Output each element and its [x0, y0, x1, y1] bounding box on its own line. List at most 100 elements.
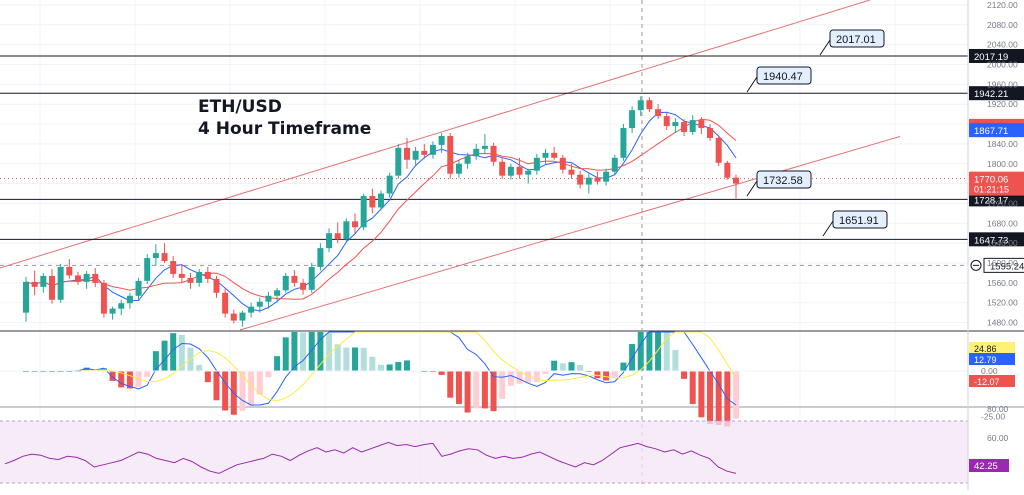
candle-body: [646, 100, 653, 110]
macd-histogram-bar: [655, 332, 662, 371]
macd-badge: [969, 375, 1015, 387]
macd-histogram-bar: [516, 371, 523, 384]
macd-histogram-bar: [334, 344, 341, 371]
candle-body: [681, 122, 688, 132]
candle-body: [499, 161, 506, 176]
macd-histogram-bar: [204, 371, 211, 383]
macd-histogram-bar: [447, 371, 454, 398]
macd-tick-label: 0.00: [981, 366, 998, 376]
rsi-line: [4, 441, 737, 474]
candle-body: [178, 273, 185, 278]
level-badge-label: 1942.21: [974, 89, 1008, 100]
candle-body: [707, 128, 714, 138]
chart-title: ETH/USD 4 Hour Timeframe: [198, 96, 371, 140]
price-tick-label: 2000.00: [987, 60, 1018, 70]
candle-body: [274, 290, 281, 296]
candle-body: [585, 177, 592, 185]
price-tick-label: 1680.00: [987, 218, 1018, 228]
candle-body: [317, 248, 324, 267]
macd-histogram-bar: [490, 371, 497, 412]
macd-histogram-bar: [256, 371, 263, 395]
channel-lower-line: [239, 135, 901, 331]
level-badge-label: 1647.73: [974, 235, 1008, 246]
candle-body: [438, 135, 445, 145]
macd-histogram-bar: [109, 371, 116, 381]
macd-histogram-bar: [646, 332, 653, 371]
macd-histogram-bar: [386, 364, 393, 371]
macd-histogram-bar: [378, 364, 384, 371]
price-tick-label: 1600.00: [987, 258, 1018, 268]
candle-body: [213, 278, 220, 293]
macd-histogram-bar: [707, 371, 714, 424]
macd-histogram-bar: [594, 371, 601, 379]
candle-body: [256, 301, 263, 307]
callout-box: [756, 170, 812, 189]
macd-histogram-bar: [473, 371, 480, 409]
macd-histogram-bar: [161, 340, 168, 371]
macd-histogram-bar: [144, 371, 151, 377]
candle-body: [611, 157, 618, 172]
price-tick-label: 1520.00: [987, 298, 1018, 308]
macd-histogram-bar: [403, 360, 410, 371]
macd-histogram-bar: [429, 371, 436, 373]
level-badge: [969, 48, 1024, 63]
chart-title-line1: ETH/USD: [198, 97, 282, 117]
candle-body: [655, 109, 662, 117]
price-tick-label: 1840.00: [987, 139, 1018, 149]
macd-histogram-bar: [222, 371, 229, 411]
candle-body: [559, 157, 566, 170]
candle-body: [248, 306, 255, 313]
candle-body: [637, 100, 644, 111]
macd-histogram-bar: [438, 371, 445, 375]
macd-histogram-bar: [507, 371, 514, 386]
candle-body: [542, 152, 549, 158]
candle-body: [352, 221, 359, 228]
price-tick-label: 1480.00: [987, 318, 1018, 328]
rsi-badge-label: 42.25: [974, 461, 998, 472]
macd-histogram-bar: [551, 360, 558, 371]
macd-badge: [969, 342, 1015, 354]
candle-body: [715, 137, 722, 163]
level-badge-label: 2017.19: [974, 52, 1008, 63]
callout-label: 1940.47: [763, 71, 803, 83]
candle-body: [689, 120, 696, 132]
macd-histogram-bar: [542, 371, 549, 374]
macd-histogram-bar: [239, 371, 246, 411]
candle-body: [57, 266, 64, 300]
macd-histogram-bar: [533, 371, 540, 382]
candle-body: [525, 170, 532, 175]
price-badge: [969, 123, 1024, 138]
candle-body: [239, 312, 246, 321]
macd-histogram-bar: [369, 356, 376, 371]
level-badge: [983, 257, 1024, 273]
candle-body: [144, 258, 151, 281]
macd-histogram-bar: [282, 337, 289, 371]
macd-histogram-bar: [317, 332, 324, 371]
macd-histogram-bar: [343, 347, 350, 371]
candle-body: [620, 128, 627, 158]
macd-histogram-bar: [620, 362, 627, 371]
callout-label: 1651.91: [839, 215, 879, 227]
price-badge: [969, 171, 1024, 196]
macd-tick-label: -25.00: [981, 411, 1005, 421]
candle-body: [204, 271, 211, 279]
price-badge-label: 1867.71: [974, 126, 1008, 137]
macd-histogram-bar: [577, 365, 584, 371]
macd-histogram-bar: [118, 371, 125, 388]
candle-body: [507, 166, 514, 176]
candle-body: [83, 273, 90, 282]
callout-label: 2017.01: [836, 34, 876, 46]
candle-body: [230, 313, 237, 321]
candle-body: [594, 177, 601, 182]
level-badge: [969, 192, 1024, 207]
candle-body: [92, 273, 99, 283]
candle-body: [265, 295, 272, 302]
candle-body: [412, 150, 419, 160]
candle-body: [135, 280, 142, 296]
candle-body: [629, 110, 636, 129]
macd-histogram-bar: [681, 371, 688, 379]
macd-histogram-bar: [715, 371, 722, 426]
candle-body: [118, 303, 125, 309]
candle-body: [403, 147, 410, 160]
